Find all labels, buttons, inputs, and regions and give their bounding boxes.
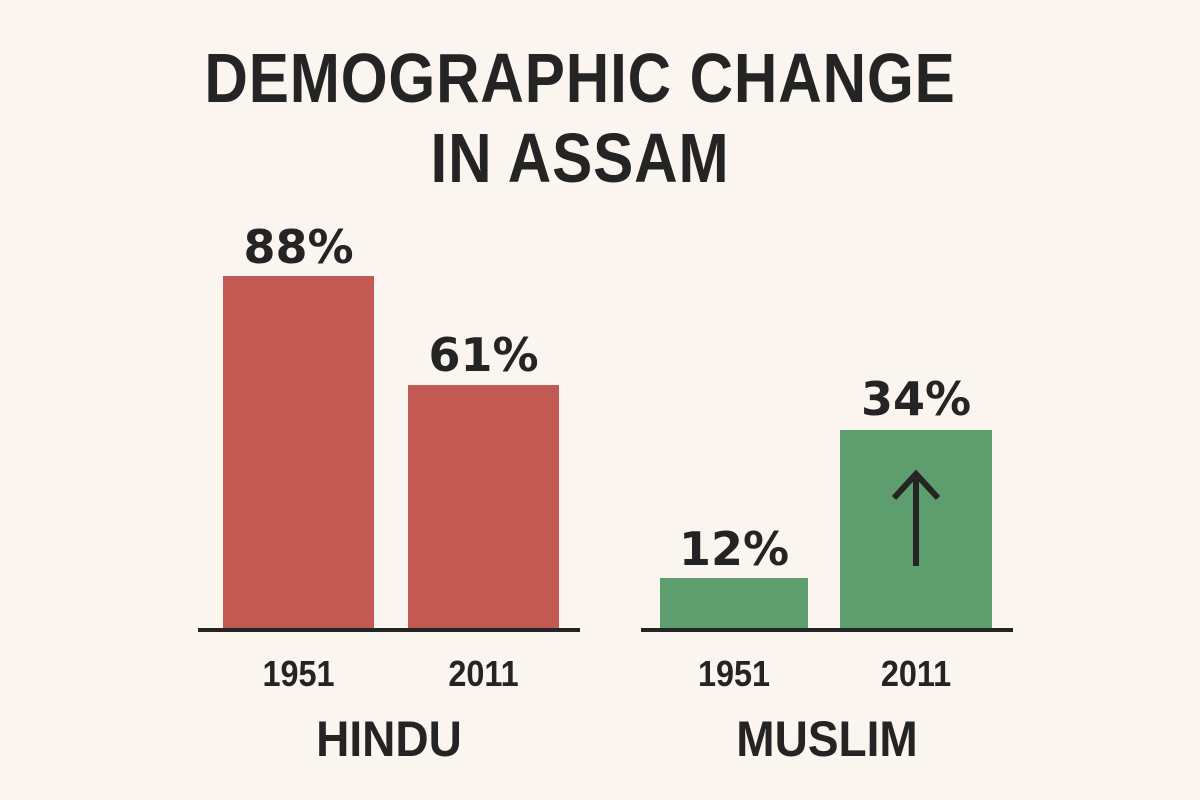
x-axis-line	[198, 628, 580, 632]
bar-hindu-2011	[408, 385, 559, 630]
category-label-muslim: MUSLIM	[736, 711, 918, 767]
title-line-2: IN ASSAM	[430, 119, 730, 197]
year-label: 2011	[448, 653, 519, 694]
value-label: 61%	[428, 328, 539, 382]
bar-hindu-1951	[223, 276, 374, 630]
year-label: 1951	[697, 653, 771, 694]
x-axis-line	[641, 628, 1013, 632]
value-label: 34%	[860, 372, 972, 426]
year-label: 1951	[262, 653, 335, 694]
category-label-hindu: HINDU	[316, 711, 462, 767]
bar-muslim-1951	[660, 578, 808, 630]
value-label: 12%	[678, 522, 790, 576]
up-arrow-icon	[891, 469, 941, 566]
title-line-1: DEMOGRAPHIC CHANGE	[204, 39, 956, 117]
chart-title: DEMOGRAPHIC CHANGE IN ASSAM	[81, 38, 1079, 198]
value-label: 88%	[243, 220, 354, 274]
year-label: 2011	[880, 653, 952, 694]
